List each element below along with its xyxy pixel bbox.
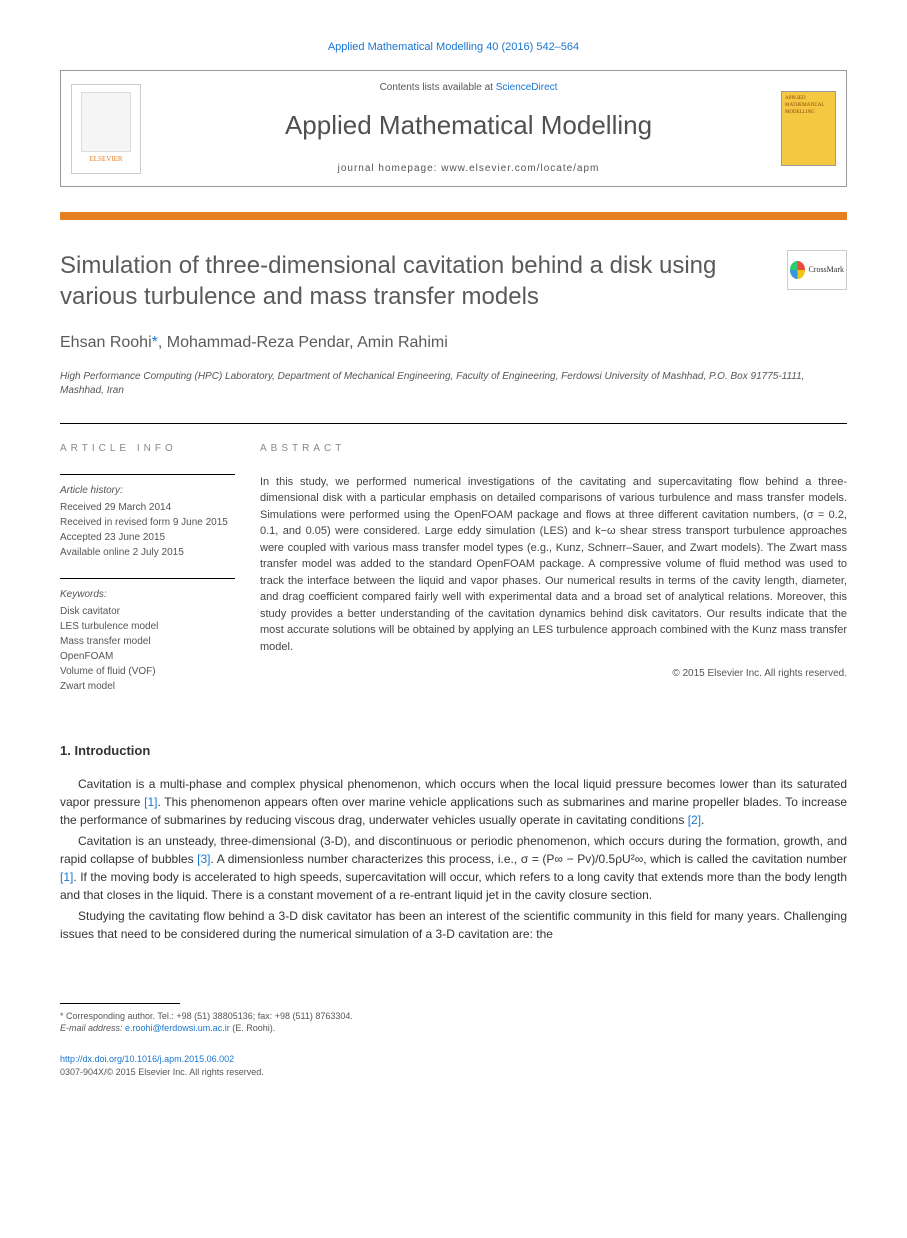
history-label: Article history: bbox=[60, 483, 235, 498]
footnote-separator bbox=[60, 1003, 180, 1004]
authors-rest: , Mohammad-Reza Pendar, Amin Rahimi bbox=[158, 334, 448, 351]
crossmark-label: CrossMark bbox=[808, 264, 844, 275]
footer: http://dx.doi.org/10.1016/j.apm.2015.06.… bbox=[60, 1053, 847, 1078]
revised-date: Received in revised form 9 June 2015 bbox=[60, 515, 235, 530]
intro-para-2: Cavitation is an unsteady, three-dimensi… bbox=[60, 832, 847, 904]
abstract-column: ABSTRACT In this study, we performed num… bbox=[260, 442, 847, 712]
article-title: Simulation of three-dimensional cavitati… bbox=[60, 250, 777, 312]
issn-copyright: 0307-904X/© 2015 Elsevier Inc. All right… bbox=[60, 1067, 264, 1077]
contents-line: Contents lists available at ScienceDirec… bbox=[156, 81, 781, 95]
p1-text-c: . bbox=[701, 813, 704, 827]
article-info-column: ARTICLE INFO Article history: Received 2… bbox=[60, 442, 260, 712]
affiliation: High Performance Computing (HPC) Laborat… bbox=[60, 370, 847, 398]
homepage-line: journal homepage: www.elsevier.com/locat… bbox=[156, 162, 781, 176]
journal-name: Applied Mathematical Modelling bbox=[156, 107, 781, 143]
ref-link-3[interactable]: [3] bbox=[197, 852, 210, 866]
p2-text-c: . If the moving body is accelerated to h… bbox=[60, 870, 847, 902]
email-link[interactable]: e.roohi@ferdowsi.um.ac.ir bbox=[125, 1023, 230, 1033]
article-info-label: ARTICLE INFO bbox=[60, 442, 235, 456]
abstract-copyright: © 2015 Elsevier Inc. All rights reserved… bbox=[260, 667, 847, 681]
abstract-text: In this study, we performed numerical in… bbox=[260, 474, 847, 656]
ref-link-1[interactable]: [1] bbox=[144, 795, 157, 809]
email-line: E-mail address: e.roohi@ferdowsi.um.ac.i… bbox=[60, 1022, 847, 1035]
header-center: Contents lists available at ScienceDirec… bbox=[156, 81, 781, 175]
ref-link-1b[interactable]: [1] bbox=[60, 870, 73, 884]
email-label: E-mail address: bbox=[60, 1023, 125, 1033]
abstract-label: ABSTRACT bbox=[260, 442, 847, 456]
orange-divider bbox=[60, 212, 847, 220]
keywords-block: Keywords: Disk cavitator LES turbulence … bbox=[60, 578, 235, 694]
intro-heading: 1. Introduction bbox=[60, 742, 847, 760]
keyword-1: Disk cavitator bbox=[60, 604, 235, 619]
ref-link-2[interactable]: [2] bbox=[688, 813, 701, 827]
crossmark-icon bbox=[790, 261, 805, 279]
keyword-2: LES turbulence model bbox=[60, 619, 235, 634]
corresponding-author: * Corresponding author. Tel.: +98 (51) 3… bbox=[60, 1010, 847, 1023]
journal-reference: Applied Mathematical Modelling 40 (2016)… bbox=[60, 40, 847, 55]
crossmark-badge[interactable]: CrossMark bbox=[787, 250, 847, 290]
p1-text-b: . This phenomenon appears often over mar… bbox=[60, 795, 847, 827]
received-date: Received 29 March 2014 bbox=[60, 500, 235, 515]
title-row: Simulation of three-dimensional cavitati… bbox=[60, 250, 847, 312]
contents-prefix: Contents lists available at bbox=[380, 82, 496, 93]
keyword-4: OpenFOAM bbox=[60, 649, 235, 664]
keywords-label: Keywords: bbox=[60, 587, 235, 602]
intro-para-1: Cavitation is a multi-phase and complex … bbox=[60, 775, 847, 829]
doi-link[interactable]: http://dx.doi.org/10.1016/j.apm.2015.06.… bbox=[60, 1054, 234, 1064]
page: Applied Mathematical Modelling 40 (2016)… bbox=[0, 0, 907, 1118]
online-date: Available online 2 July 2015 bbox=[60, 545, 235, 560]
accepted-date: Accepted 23 June 2015 bbox=[60, 530, 235, 545]
p2-text-b: . A dimensionless number characterizes t… bbox=[211, 852, 847, 866]
keyword-6: Zwart model bbox=[60, 679, 235, 694]
keyword-3: Mass transfer model bbox=[60, 634, 235, 649]
email-suffix: (E. Roohi). bbox=[230, 1023, 276, 1033]
authors: Ehsan Roohi*, Mohammad-Reza Pendar, Amin… bbox=[60, 332, 847, 354]
history-block: Article history: Received 29 March 2014 … bbox=[60, 474, 235, 560]
keyword-5: Volume of fluid (VOF) bbox=[60, 664, 235, 679]
elsevier-logo: ELSEVIER bbox=[71, 84, 141, 174]
author-primary: Ehsan Roohi bbox=[60, 334, 152, 351]
elsevier-tree-icon bbox=[81, 92, 131, 152]
journal-cover-thumb: APPLIED MATHEMATICAL MODELLING bbox=[781, 91, 836, 166]
header-box: ELSEVIER Contents lists available at Sci… bbox=[60, 70, 847, 186]
intro-para-3: Studying the cavitating flow behind a 3-… bbox=[60, 907, 847, 943]
sciencedirect-link[interactable]: ScienceDirect bbox=[496, 82, 558, 93]
footnote-block: * Corresponding author. Tel.: +98 (51) 3… bbox=[60, 1010, 847, 1035]
info-abstract-row: ARTICLE INFO Article history: Received 2… bbox=[60, 423, 847, 712]
elsevier-label: ELSEVIER bbox=[89, 155, 122, 165]
